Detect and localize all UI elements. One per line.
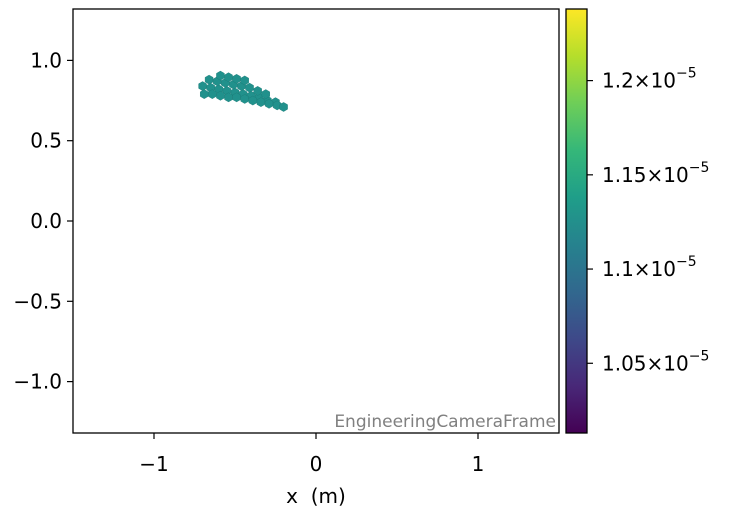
x-axis-label: x (m)	[286, 484, 346, 508]
data-point	[253, 86, 262, 96]
x-tick-label: −1	[139, 452, 168, 476]
data-point	[248, 95, 257, 106]
data-point	[198, 81, 207, 91]
y-axis: 1.0 0.5 0.0 −0.5 −1.0	[13, 48, 73, 394]
plot-background	[73, 9, 559, 433]
data-point	[208, 89, 217, 99]
data-point	[245, 82, 254, 93]
data-point	[232, 92, 241, 103]
scatter-points	[198, 70, 288, 112]
data-point	[224, 72, 233, 83]
colorbar-ticks: 1.05×10−5 1.1×10−5 1.15×10−5 1.2×10−5	[587, 66, 709, 375]
colorbar-tick-label: 1.2×10−5	[602, 66, 697, 93]
colorbar-tick-label: 1.05×10−5	[602, 348, 709, 375]
y-tick-label: −1.0	[13, 370, 62, 394]
colorbar-tick-label: 1.15×10−5	[602, 160, 709, 187]
data-point	[279, 102, 288, 112]
y-tick-label: 1.0	[30, 48, 62, 72]
data-point	[272, 100, 282, 111]
colorbar-tick-label: 1.1×10−5	[602, 254, 697, 281]
x-axis: −1 0 1	[139, 433, 484, 476]
x-tick-label: 0	[310, 452, 323, 476]
data-point	[232, 74, 241, 84]
y-tick-label: −0.5	[13, 289, 62, 313]
data-point	[240, 75, 249, 86]
y-tick-label: 0.5	[30, 129, 62, 153]
data-point	[261, 89, 270, 99]
x-tick-label: 1	[472, 452, 485, 476]
data-point	[224, 92, 233, 103]
data-point	[264, 98, 274, 109]
colorbar	[565, 8, 588, 434]
data-point	[200, 89, 209, 99]
data-point	[216, 90, 225, 101]
frame-label: EngineeringCameraFrame	[334, 412, 556, 432]
data-point	[256, 97, 266, 107]
y-tick-label: 0.0	[30, 209, 62, 233]
data-point	[204, 74, 214, 85]
data-point	[216, 70, 225, 81]
data-point	[240, 94, 249, 104]
